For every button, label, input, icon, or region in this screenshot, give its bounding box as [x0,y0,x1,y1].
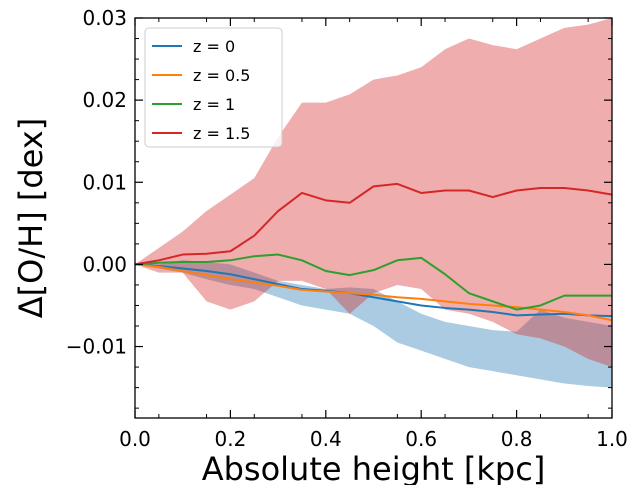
series-line-z1 [134,253,612,311]
x-tick-label: 1.0 [596,427,628,451]
y-tick-label: 0.00 [82,252,127,276]
y-tick-label: 0.02 [82,88,127,112]
legend-label: z = 1.5 [193,124,250,143]
plot-frame [134,17,613,419]
legend: z = 0 z = 0.5 z = 1 z = 1.5 [144,27,283,148]
y-tick-label: −0.01 [66,335,127,359]
x-tick-label: 0.0 [119,427,151,451]
x-tick-label: 0.6 [405,427,437,451]
x-axis-label: Absolute height [kpc] [202,450,546,485]
legend-box [144,27,283,148]
legend-label: z = 1 [193,95,235,114]
series-lines [134,182,613,322]
y-tick-label: 0.03 [82,6,127,30]
x-tick-label: 0.8 [501,427,533,451]
legend-label: z = 0 [193,37,235,56]
y-tick-label: 0.01 [82,170,127,194]
x-tick-label: 0.4 [310,427,342,451]
series-line-z0-5 [134,263,613,322]
series-line-z0 [134,263,613,318]
series-line-z1-5 [134,182,613,266]
legend-label: z = 0.5 [193,66,250,85]
y-axis-label: Δ[O/H] [dex] [12,118,50,318]
axis-ticks: 0.0 0.2 0.4 0.6 0.8 1.0 −0.01 0.00 0.01 0.02 0.03 [66,6,628,451]
x-tick-label: 0.2 [214,427,246,451]
band-z0 [135,260,612,388]
